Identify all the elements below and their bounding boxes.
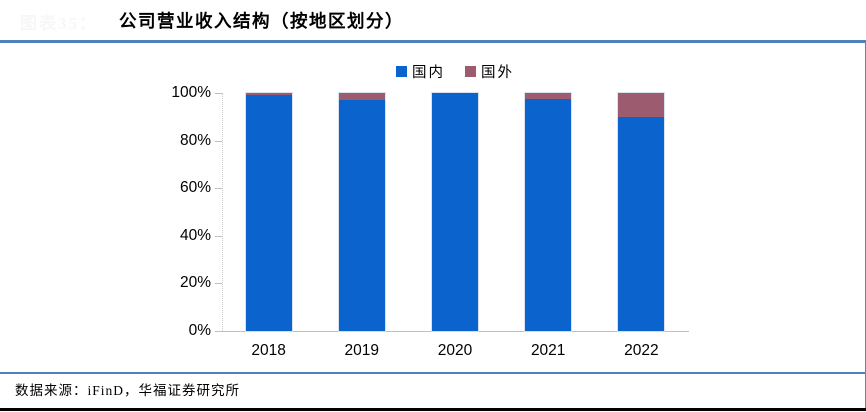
y-axis-tick-label: 80% (179, 131, 211, 149)
bar-segment-2018-国内 (245, 94, 292, 331)
bar-segment-2020-国内 (432, 93, 478, 331)
title-divider-line (0, 40, 866, 43)
bar-segment-2021-国内 (525, 99, 572, 331)
bar-segment-2021-国外 (525, 93, 572, 100)
bar-segment-2022-国内 (618, 117, 665, 331)
x-axis-label-2022: 2022 (624, 342, 659, 359)
bar-segment-2019-国外 (338, 93, 385, 101)
data-source-text: 数据来源：iFinD，华福证券研究所 (15, 383, 241, 398)
bar-2020 (432, 93, 478, 331)
y-axis-tick-mark (215, 283, 222, 285)
bar-2021 (525, 93, 572, 331)
footer-divider-line (0, 372, 866, 374)
legend-swatch (396, 66, 407, 77)
y-axis-tick-label: 40% (179, 226, 211, 244)
y-axis-tick-label: 60% (179, 179, 211, 197)
bar-segment-2019-国内 (338, 100, 385, 331)
stacked-bar-chart: 国内 国外 0% 20% 40% 60% 80% 100% 2018 2019 2020 2021 2… (171, 61, 689, 359)
x-axis-label-2019: 2019 (344, 342, 380, 359)
chart-legend: 国内 国外 (222, 61, 688, 82)
bar-2022 (618, 93, 665, 331)
bar-2019 (338, 93, 385, 331)
legend-item-国外: 国外 (465, 61, 514, 82)
legend-label: 国内 (412, 65, 445, 81)
y-axis-tick-mark (215, 235, 222, 237)
x-axis-line (215, 331, 689, 332)
y-axis-tick-mark (215, 188, 222, 190)
y-axis-tick-mark (215, 140, 222, 142)
legend-swatch (465, 66, 476, 77)
bar-segment-2022-国外 (618, 93, 665, 118)
x-axis-label-2018: 2018 (251, 342, 286, 359)
figure-number-label: 图表35： (20, 14, 98, 33)
bottom-border-line (0, 408, 866, 411)
x-axis-label-2020: 2020 (437, 342, 473, 359)
legend-item-国内: 国内 (396, 61, 445, 82)
bar-segment-2018-国外 (245, 93, 292, 95)
y-axis-tick-mark (215, 93, 222, 94)
y-axis-line (222, 93, 223, 331)
x-axis-label-2021: 2021 (530, 342, 566, 359)
bar-2018 (245, 93, 292, 331)
y-axis-tick-label: 0% (188, 322, 211, 339)
y-axis-tick-label: 20% (179, 274, 211, 292)
legend-label: 国外 (481, 65, 514, 81)
y-axis-tick-label: 100% (171, 84, 211, 101)
chart-title: 公司营业收入结构（按地区划分） (119, 11, 404, 31)
